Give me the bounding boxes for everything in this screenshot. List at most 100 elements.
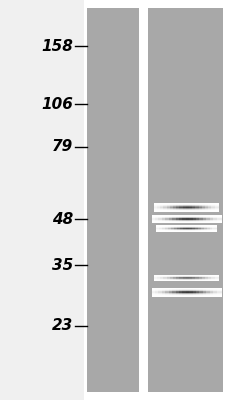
- Bar: [199, 289, 204, 290]
- Bar: [210, 210, 215, 211]
- Bar: [198, 207, 202, 208]
- Bar: [205, 288, 210, 289]
- Bar: [172, 208, 177, 209]
- Bar: [179, 208, 183, 209]
- Bar: [153, 208, 158, 209]
- Bar: [154, 293, 159, 294]
- Bar: [212, 296, 217, 297]
- Bar: [205, 290, 210, 291]
- Bar: [192, 292, 197, 293]
- Bar: [151, 294, 219, 295]
- Bar: [210, 206, 215, 207]
- Bar: [175, 288, 180, 289]
- Bar: [160, 204, 164, 205]
- Bar: [179, 207, 183, 208]
- Bar: [188, 211, 193, 212]
- Bar: [156, 208, 161, 209]
- Bar: [191, 204, 196, 205]
- Bar: [191, 204, 196, 205]
- Bar: [205, 294, 210, 295]
- Bar: [207, 204, 212, 205]
- Bar: [202, 290, 207, 291]
- Bar: [198, 209, 202, 210]
- Bar: [172, 207, 177, 208]
- Bar: [153, 209, 158, 210]
- Bar: [166, 208, 171, 209]
- Bar: [160, 209, 164, 210]
- Bar: [188, 208, 193, 209]
- Bar: [175, 295, 180, 296]
- Bar: [195, 203, 199, 204]
- Bar: [169, 211, 174, 212]
- Bar: [185, 203, 190, 204]
- Bar: [153, 208, 158, 209]
- Bar: [166, 210, 171, 211]
- Bar: [182, 207, 187, 208]
- Bar: [188, 291, 193, 292]
- Bar: [191, 207, 196, 208]
- Bar: [165, 296, 170, 297]
- Bar: [165, 295, 170, 296]
- Bar: [151, 289, 219, 290]
- Bar: [163, 206, 168, 207]
- Bar: [188, 293, 193, 294]
- Bar: [163, 211, 168, 212]
- Bar: [198, 203, 202, 204]
- Bar: [188, 203, 193, 204]
- Bar: [216, 291, 221, 292]
- Bar: [204, 207, 209, 208]
- Bar: [154, 296, 159, 297]
- Bar: [168, 294, 173, 295]
- Bar: [209, 291, 214, 292]
- Bar: [209, 293, 214, 294]
- Bar: [154, 295, 159, 296]
- Bar: [185, 293, 190, 294]
- Bar: [169, 207, 174, 208]
- Bar: [188, 296, 193, 297]
- Bar: [202, 293, 207, 294]
- Bar: [210, 208, 215, 209]
- Bar: [151, 293, 219, 294]
- Bar: [195, 294, 200, 295]
- Bar: [210, 205, 215, 206]
- Bar: [201, 205, 206, 206]
- Bar: [160, 211, 164, 212]
- Bar: [175, 203, 180, 204]
- Bar: [151, 290, 219, 291]
- Bar: [204, 208, 209, 209]
- Bar: [182, 291, 187, 292]
- Bar: [172, 210, 177, 211]
- Bar: [209, 288, 214, 289]
- Bar: [207, 207, 212, 208]
- Bar: [202, 295, 207, 296]
- Bar: [153, 203, 158, 204]
- Bar: [205, 295, 210, 296]
- Bar: [199, 293, 204, 294]
- Bar: [202, 292, 207, 293]
- Bar: [151, 293, 156, 294]
- Bar: [153, 206, 217, 207]
- Bar: [172, 208, 177, 209]
- Bar: [178, 295, 183, 296]
- Bar: [151, 288, 156, 289]
- Bar: [204, 205, 209, 206]
- Bar: [214, 205, 218, 206]
- Bar: [212, 288, 217, 289]
- Bar: [210, 203, 215, 204]
- Bar: [182, 294, 187, 295]
- Bar: [158, 294, 163, 295]
- Bar: [163, 205, 168, 206]
- Bar: [153, 211, 217, 212]
- Bar: [169, 208, 174, 209]
- Bar: [202, 288, 207, 289]
- Bar: [151, 294, 156, 295]
- Bar: [212, 293, 217, 294]
- Bar: [195, 205, 199, 206]
- Bar: [168, 292, 173, 293]
- Bar: [216, 291, 221, 292]
- Bar: [158, 294, 163, 295]
- Bar: [182, 294, 187, 295]
- Bar: [209, 294, 214, 295]
- Bar: [158, 296, 163, 297]
- Bar: [188, 209, 193, 210]
